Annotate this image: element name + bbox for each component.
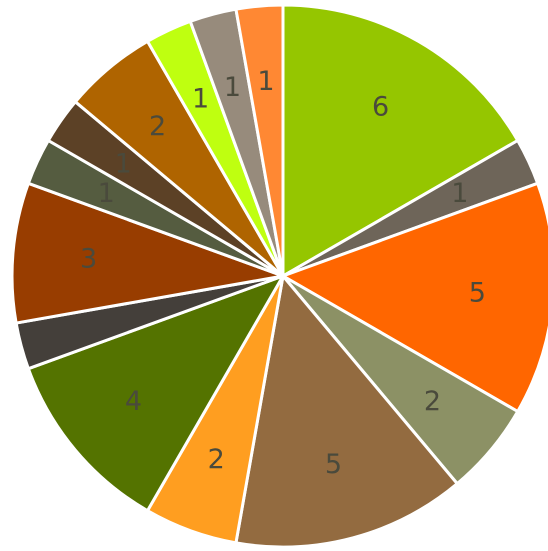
pie-slice-label-6: 2 [208, 444, 225, 475]
pie-slice-15 [234, 3, 285, 278]
pie-slice-9 [10, 181, 285, 325]
pie-slice-label-11: 1 [115, 149, 132, 180]
pie-slice-label-4: 2 [424, 386, 441, 417]
pie-slice-label-2: 1 [451, 178, 468, 209]
pie-slice-label-12: 2 [149, 111, 166, 142]
pie-slices [10, 3, 548, 549]
pie-slice-label-14: 1 [224, 72, 241, 103]
pie-slice-label-9: 3 [80, 243, 97, 274]
pie-slice-1 [281, 3, 520, 278]
pie-slice-label-15: 1 [257, 66, 274, 97]
pie-slice-label-5: 5 [325, 449, 342, 480]
pie-slice-label-1: 6 [372, 92, 389, 123]
pie-slice-7 [26, 274, 285, 513]
pie-slice-label-3: 5 [469, 278, 486, 309]
pie-slice-label-10: 1 [98, 178, 115, 209]
pie-slice-label-13: 1 [192, 84, 209, 115]
pie-slice-3 [281, 181, 548, 413]
pie-slice-5 [234, 274, 459, 549]
pie-slice-label-7: 4 [125, 386, 142, 417]
